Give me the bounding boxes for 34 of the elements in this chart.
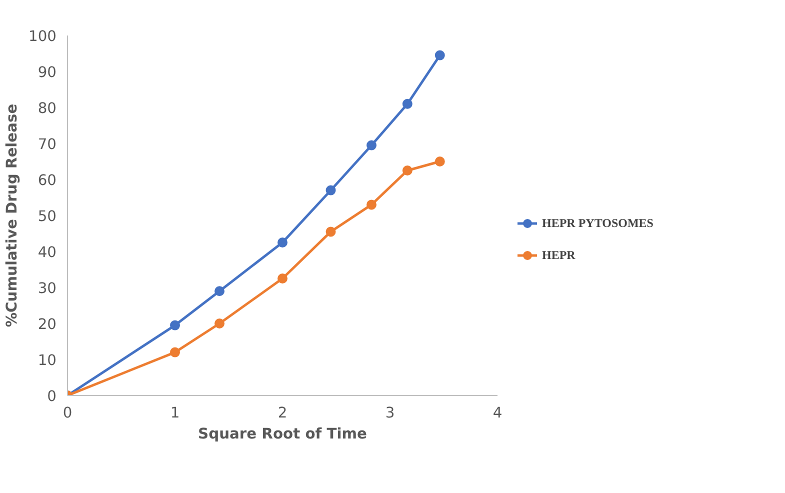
point [278,274,288,284]
y-tick-label: 10 [38,352,57,369]
point [214,318,225,328]
x-tick-label: 2 [278,404,288,422]
y-tick-label: 50 [38,208,57,225]
y-axis-title: %Cumulative Drug Release [4,104,21,328]
point [402,98,412,109]
point [402,166,412,176]
y-tick-label: 40 [38,244,57,261]
point [278,238,288,248]
y-tick-label: 70 [38,136,57,153]
x-tick-label: 1 [170,404,180,422]
point [366,200,377,210]
y-tick-label: 90 [38,64,57,81]
point [326,226,336,237]
point [326,185,336,196]
y-tick-label: 60 [38,172,57,189]
x-tick-label: 4 [492,404,502,422]
x-axis-title: Square Root of Time [198,426,368,442]
y-tick-label: 100 [28,28,57,45]
y-tick-label: 20 [38,316,57,333]
x-tick-label: 0 [62,404,72,422]
y-tick-label: 30 [38,280,57,297]
point [434,156,445,166]
point [170,347,180,358]
point [434,50,445,60]
legend-label: HEPR PYTOSOMES [542,216,654,230]
y-tick-label: 80 [38,100,57,117]
legend-label: HEPR [542,248,576,262]
x-tick-label: 3 [385,404,395,422]
point [170,320,180,330]
point [366,140,377,150]
y-tick-label: 0 [47,388,57,405]
point [214,286,225,296]
